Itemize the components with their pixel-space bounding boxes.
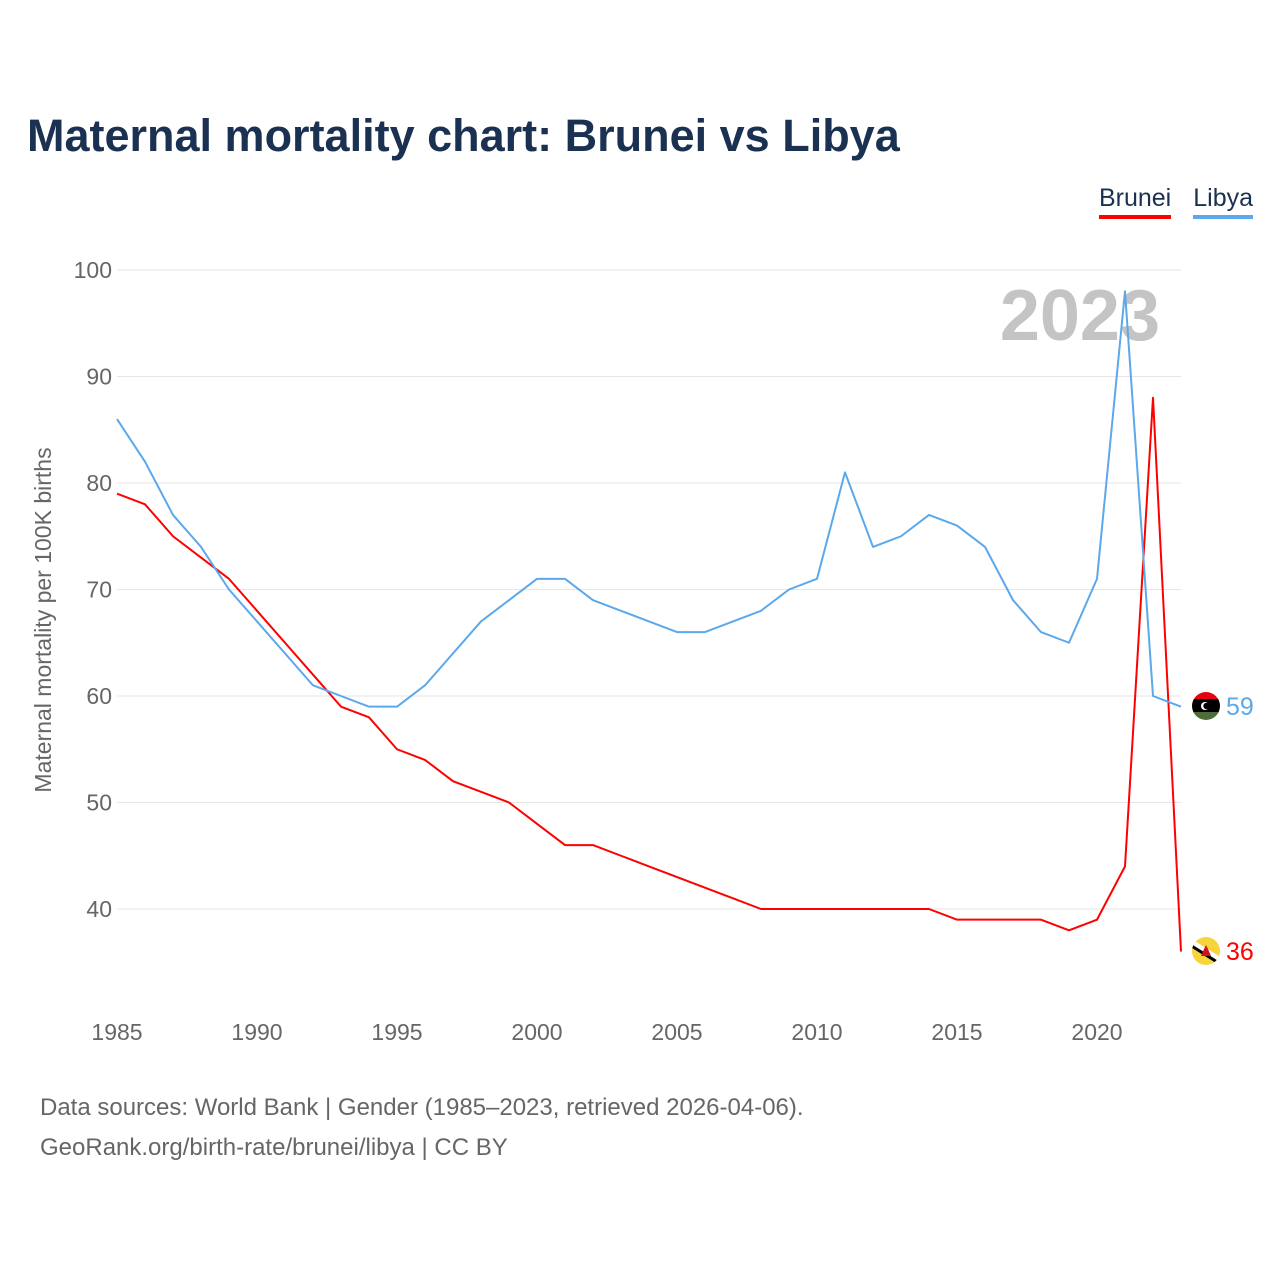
x-tick-label: 2010	[791, 1019, 842, 1045]
y-tick-label: 70	[86, 577, 112, 603]
year-watermark: 2023	[1000, 276, 1160, 356]
chart-title: Maternal mortality chart: Brunei vs Liby…	[27, 110, 900, 161]
x-tick-label: 2015	[931, 1019, 982, 1045]
y-tick-label: 80	[86, 470, 112, 496]
y-tick-label: 40	[86, 896, 112, 922]
y-axis-label: Maternal mortality per 100K births	[30, 447, 56, 792]
y-tick-label: 90	[86, 364, 112, 390]
data-source: Data sources: World Bank | Gender (1985–…	[40, 1094, 804, 1121]
y-tick-label: 100	[74, 257, 112, 283]
attribution-link[interactable]: GeoRank.org/birth-rate/brunei/libya | CC…	[40, 1134, 508, 1161]
legend-libya[interactable]: Libya	[1193, 184, 1253, 219]
y-tick-label: 50	[86, 790, 112, 816]
x-tick-label: 2020	[1071, 1019, 1122, 1045]
end-value-libya: 59	[1226, 693, 1254, 721]
x-tick-label: 2005	[651, 1019, 702, 1045]
libya-flag-icon	[1192, 692, 1220, 720]
legend: Brunei Libya	[1098, 184, 1253, 219]
brunei-flag-icon	[1192, 937, 1220, 965]
x-tick-label: 2000	[511, 1019, 562, 1045]
footer: Data sources: World Bank | Gender (1985–…	[40, 1088, 804, 1168]
y-tick-label: 60	[86, 683, 112, 709]
legend-brunei[interactable]: Brunei	[1098, 184, 1172, 219]
series-line-libya	[116, 290, 1182, 708]
end-value-brunei: 36	[1226, 938, 1254, 966]
series-line-brunei	[116, 396, 1182, 952]
x-tick-label: 1985	[91, 1019, 142, 1045]
x-tick-label: 1990	[231, 1019, 282, 1045]
x-tick-label: 1995	[371, 1019, 422, 1045]
